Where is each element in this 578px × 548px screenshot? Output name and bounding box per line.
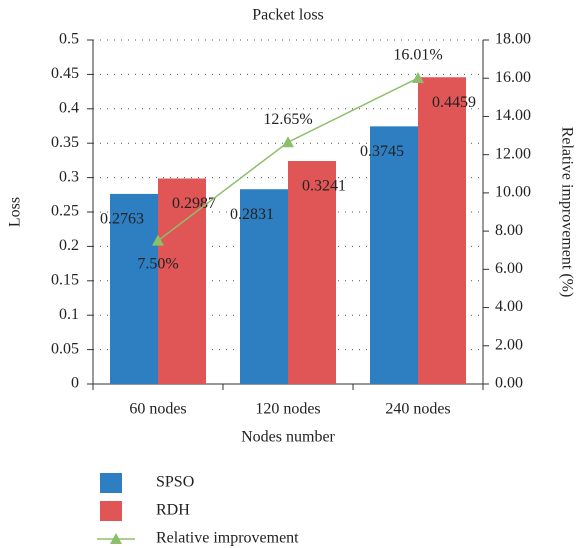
line-marker bbox=[282, 136, 294, 148]
x-tick-label: 60 nodes bbox=[129, 401, 186, 418]
legend-label: SPSO bbox=[156, 474, 194, 491]
y-tick-label: 0.1 bbox=[59, 306, 79, 323]
data-label: 12.65% bbox=[263, 111, 312, 128]
line-marker bbox=[412, 72, 424, 84]
y2-tick-label: 18.00 bbox=[495, 31, 531, 48]
y2-tick-label: 4.00 bbox=[495, 298, 523, 315]
data-label: 0.2763 bbox=[100, 211, 144, 228]
bar bbox=[158, 178, 206, 384]
y2-axis-label: Relative improvement (%) bbox=[558, 127, 575, 298]
y2-tick-label: 12.00 bbox=[495, 145, 531, 162]
bar bbox=[240, 189, 288, 384]
data-label: 0.4459 bbox=[432, 94, 476, 111]
y-tick-label: 0.45 bbox=[51, 65, 79, 82]
y2-tick-label: 6.00 bbox=[495, 260, 523, 277]
x-tick-label: 120 nodes bbox=[255, 401, 320, 418]
chart-title: Packet loss bbox=[252, 7, 324, 24]
bar bbox=[418, 77, 466, 385]
y2-tick-label: 8.00 bbox=[495, 222, 523, 239]
y-tick-label: 0.35 bbox=[51, 134, 79, 151]
data-label: 0.2831 bbox=[230, 206, 274, 223]
bar bbox=[288, 161, 336, 384]
x-axis-label: Nodes number bbox=[241, 429, 335, 446]
data-label: 0.3241 bbox=[302, 178, 346, 195]
legend-marker bbox=[110, 533, 122, 544]
bar bbox=[370, 126, 418, 385]
y2-tick-label: 0.00 bbox=[495, 375, 523, 392]
y-tick-label: 0 bbox=[71, 375, 79, 392]
y-tick-label: 0.3 bbox=[59, 168, 79, 185]
x-tick-label: 240 nodes bbox=[385, 401, 450, 418]
y-tick-label: 0.25 bbox=[51, 203, 79, 220]
y-tick-label: 0.5 bbox=[59, 31, 79, 48]
legend-swatch bbox=[100, 501, 122, 521]
legend-swatch bbox=[100, 473, 122, 493]
legend-label: RDH bbox=[156, 502, 190, 519]
data-label: 7.50% bbox=[137, 255, 178, 272]
y-axis-label: Loss bbox=[7, 197, 24, 227]
data-label: 16.01% bbox=[393, 47, 442, 64]
bar bbox=[110, 193, 158, 384]
y2-tick-label: 10.00 bbox=[495, 184, 531, 201]
y-tick-label: 0.05 bbox=[51, 340, 79, 357]
y2-tick-label: 16.00 bbox=[495, 69, 531, 86]
legend-label: Relative improvement bbox=[156, 530, 299, 547]
line-marker bbox=[152, 234, 164, 246]
y2-tick-label: 14.00 bbox=[495, 107, 531, 124]
y2-tick-label: 2.00 bbox=[495, 336, 523, 353]
y-tick-label: 0.4 bbox=[59, 99, 79, 116]
data-label: 0.2987 bbox=[172, 195, 216, 212]
data-label: 0.3745 bbox=[360, 143, 404, 160]
y-tick-label: 0.15 bbox=[51, 271, 79, 288]
y-tick-label: 0.2 bbox=[59, 237, 79, 254]
